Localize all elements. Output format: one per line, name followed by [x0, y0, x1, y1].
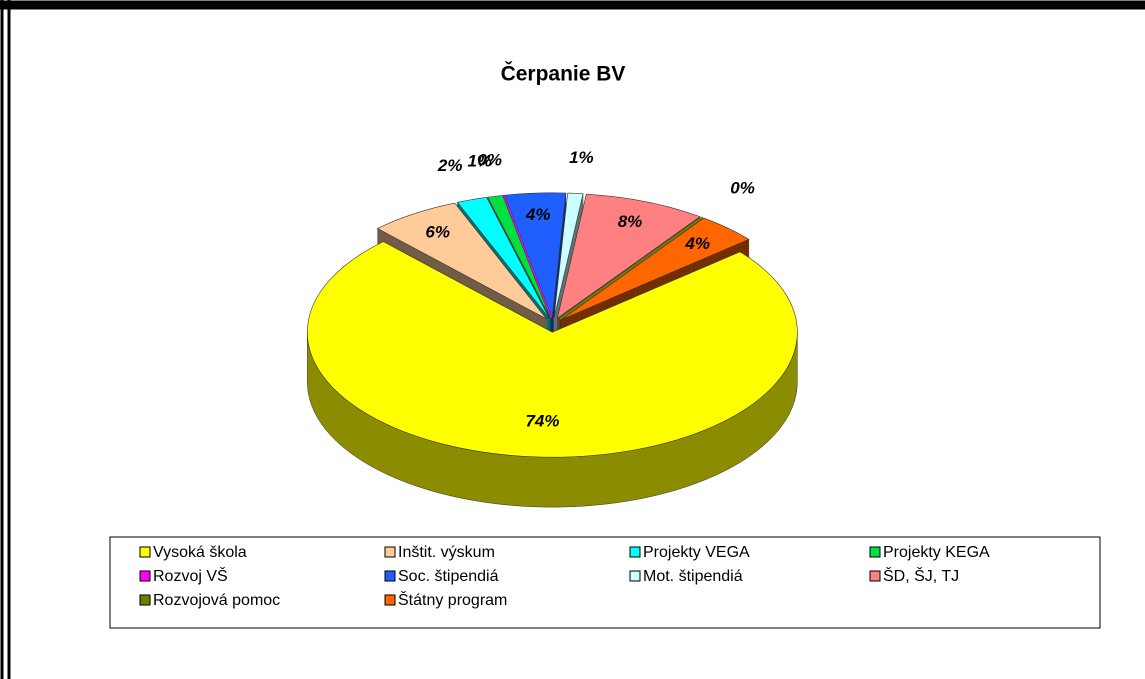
legend-label: Rozvojová pomoc [153, 592, 280, 609]
legend-label: ŠD, ŠJ, TJ [883, 566, 959, 585]
data-label: 4% [525, 205, 551, 224]
slice [504, 192, 567, 318]
data-label: 2% [437, 156, 463, 175]
legend-label: Rozvoj VŠ [153, 566, 228, 585]
legend-swatch [139, 570, 151, 582]
legend-label: Mot. štipendiá [643, 568, 743, 585]
legend-swatch [869, 546, 881, 558]
legend-box [109, 536, 1101, 629]
slice [556, 193, 701, 319]
data-label: 8% [618, 212, 643, 231]
legend-swatch [869, 570, 881, 582]
legend-swatch [139, 594, 151, 606]
legend-label: Inštit. výskum [398, 544, 495, 561]
data-label: 0% [730, 179, 755, 198]
legend-label: Štátny program [398, 590, 507, 609]
slice [501, 194, 552, 319]
pie: 74%6%2% 1%0%4%1%8%0%4% [307, 148, 798, 508]
legend-swatch [384, 546, 396, 558]
slice [487, 195, 551, 319]
legend: Vysoká škola Inštit. výskum Projekty VEGA P… [139, 544, 990, 609]
slice [456, 196, 550, 319]
legend-swatch [384, 594, 396, 606]
legend-swatch [629, 546, 641, 558]
slice [307, 241, 798, 458]
legend-label: Vysoká škola [153, 544, 247, 561]
data-label: 74% [525, 412, 559, 431]
slice [560, 217, 750, 320]
data-label: 6% [425, 222, 450, 241]
legend-swatch [139, 546, 151, 558]
legend-swatch [629, 570, 641, 582]
legend-label: Projekty VEGA [643, 544, 750, 561]
chart-title: Čerpanie BV [501, 62, 626, 86]
legend-label: Soc. štipendiá [398, 568, 499, 585]
legend-label: Projekty KEGA [883, 544, 990, 561]
data-label: 0% [477, 150, 502, 169]
legend-swatch [384, 570, 396, 582]
data-label: 1% [569, 148, 594, 167]
data-label: 1% [467, 152, 492, 171]
data-label: 4% [684, 234, 710, 253]
slice [376, 202, 547, 320]
slice [553, 192, 584, 318]
